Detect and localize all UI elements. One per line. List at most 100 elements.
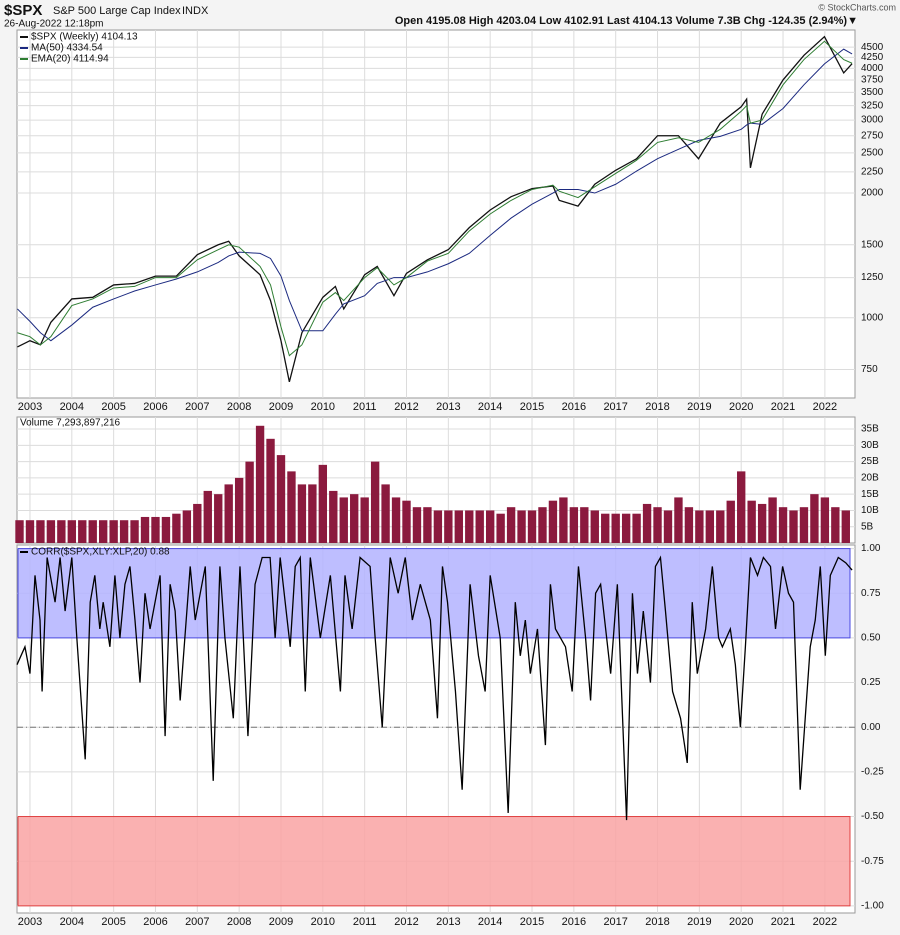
- series-line: [17, 40, 853, 357]
- volume-bar: [423, 507, 432, 543]
- x-tick-label: 2013: [436, 401, 460, 413]
- volume-bar: [276, 455, 286, 543]
- x-tick-label: 2005: [101, 401, 125, 413]
- x-tick-label: 2018: [645, 916, 669, 928]
- volume-bar: [130, 520, 139, 543]
- y-tick-label: 0.50: [861, 633, 881, 644]
- volume-bar: [297, 484, 307, 543]
- x-tick-label: 2009: [269, 916, 293, 928]
- x-tick-label: 2005: [101, 916, 125, 928]
- volume-bar: [653, 507, 662, 543]
- y-tick-label: 3000: [861, 115, 884, 126]
- x-tick-label: 2014: [478, 916, 502, 928]
- x-tick-label: 2008: [227, 401, 251, 413]
- volume-bar: [266, 438, 275, 543]
- y-tick-label: 2250: [861, 166, 884, 177]
- volume-bar: [517, 510, 526, 543]
- volume-bar: [214, 494, 223, 543]
- volume-bar: [245, 461, 254, 543]
- volume-bar: [15, 520, 24, 543]
- volume-bar: [601, 513, 610, 543]
- x-tick-label: 2009: [269, 401, 293, 413]
- volume-bar: [716, 510, 725, 543]
- volume-bar: [193, 503, 202, 543]
- volume-bar: [705, 510, 715, 543]
- y-tick-label: 3750: [861, 75, 884, 86]
- x-tick-label: 2019: [687, 916, 711, 928]
- volume-bar: [25, 520, 35, 543]
- volume-bar: [768, 497, 777, 543]
- volume-bar: [140, 516, 150, 543]
- y-tick-label: 25B: [861, 456, 879, 467]
- volume-bar: [757, 503, 767, 543]
- y-tick-label: 0.75: [861, 588, 881, 599]
- volume-bar: [88, 520, 97, 543]
- x-tick-label: 2017: [603, 916, 627, 928]
- y-tick-label: 30B: [861, 440, 879, 451]
- volume-bar: [695, 510, 704, 543]
- y-tick-label: 3250: [861, 100, 884, 111]
- x-tick-label: 2012: [394, 916, 418, 928]
- legend-label: MA(50) 4334.54: [31, 43, 103, 54]
- volume-bar: [433, 510, 443, 543]
- volume-bar: [485, 510, 495, 543]
- x-tick-label: 2010: [311, 916, 335, 928]
- y-tick-label: 2750: [861, 130, 884, 141]
- volume-bar: [381, 484, 390, 543]
- x-tick-label: 2018: [645, 401, 669, 413]
- volume-bar: [569, 507, 579, 543]
- volume-bar: [632, 513, 641, 543]
- x-tick-label: 2016: [562, 916, 586, 928]
- volume-bar: [412, 507, 422, 543]
- symbol: $SPX: [4, 2, 42, 19]
- x-tick-label: 2021: [771, 916, 795, 928]
- y-tick-label: 1.00: [861, 543, 881, 554]
- x-tick-label: 2019: [687, 401, 711, 413]
- volume-bar: [580, 507, 589, 543]
- y-tick-label: 4250: [861, 52, 884, 63]
- volume-bar: [465, 510, 474, 543]
- x-tick-label: 2003: [18, 401, 42, 413]
- volume-bar: [57, 520, 66, 543]
- volume-bar: [161, 516, 171, 543]
- x-tick-label: 2020: [729, 401, 753, 413]
- y-tick-label: 5B: [861, 521, 874, 532]
- volume-bar: [831, 507, 840, 543]
- y-tick-label: 750: [861, 364, 878, 375]
- volume-bar: [224, 484, 233, 543]
- volume-bar: [203, 490, 212, 543]
- volume-bar: [234, 477, 244, 543]
- legend-label: EMA(20) 4114.94: [31, 54, 109, 65]
- x-tick-label: 2004: [60, 401, 84, 413]
- x-tick-label: 2015: [520, 401, 544, 413]
- volume-bar: [789, 510, 798, 543]
- volume-bar: [778, 507, 788, 543]
- volume-bar: [820, 497, 830, 543]
- volume-bar: [726, 500, 735, 543]
- x-tick-label: 2017: [603, 401, 627, 413]
- volume-bar: [674, 497, 683, 543]
- y-tick-label: 2500: [861, 148, 884, 159]
- y-tick-label: -1.00: [861, 900, 884, 911]
- volume-bar: [737, 471, 746, 543]
- y-tick-label: 2000: [861, 188, 884, 199]
- x-tick-label: 2022: [813, 916, 837, 928]
- volume-bar: [172, 513, 181, 543]
- volume-bar: [350, 494, 359, 543]
- y-tick-label: 3500: [861, 87, 884, 98]
- x-tick-label: 2014: [478, 401, 502, 413]
- volume-bar: [506, 507, 516, 543]
- volume-bar: [611, 513, 620, 543]
- volume-bar: [182, 510, 192, 543]
- exchange: INDX: [182, 5, 209, 17]
- x-tick-label: 2015: [520, 916, 544, 928]
- volume-bar: [255, 425, 265, 543]
- y-tick-label: 15B: [861, 489, 879, 500]
- volume-bar: [841, 510, 850, 543]
- x-tick-label: 2006: [143, 401, 167, 413]
- volume-bar: [308, 484, 317, 543]
- volume-bar: [621, 513, 631, 543]
- volume-bar: [287, 471, 296, 543]
- volume-bar: [78, 520, 87, 543]
